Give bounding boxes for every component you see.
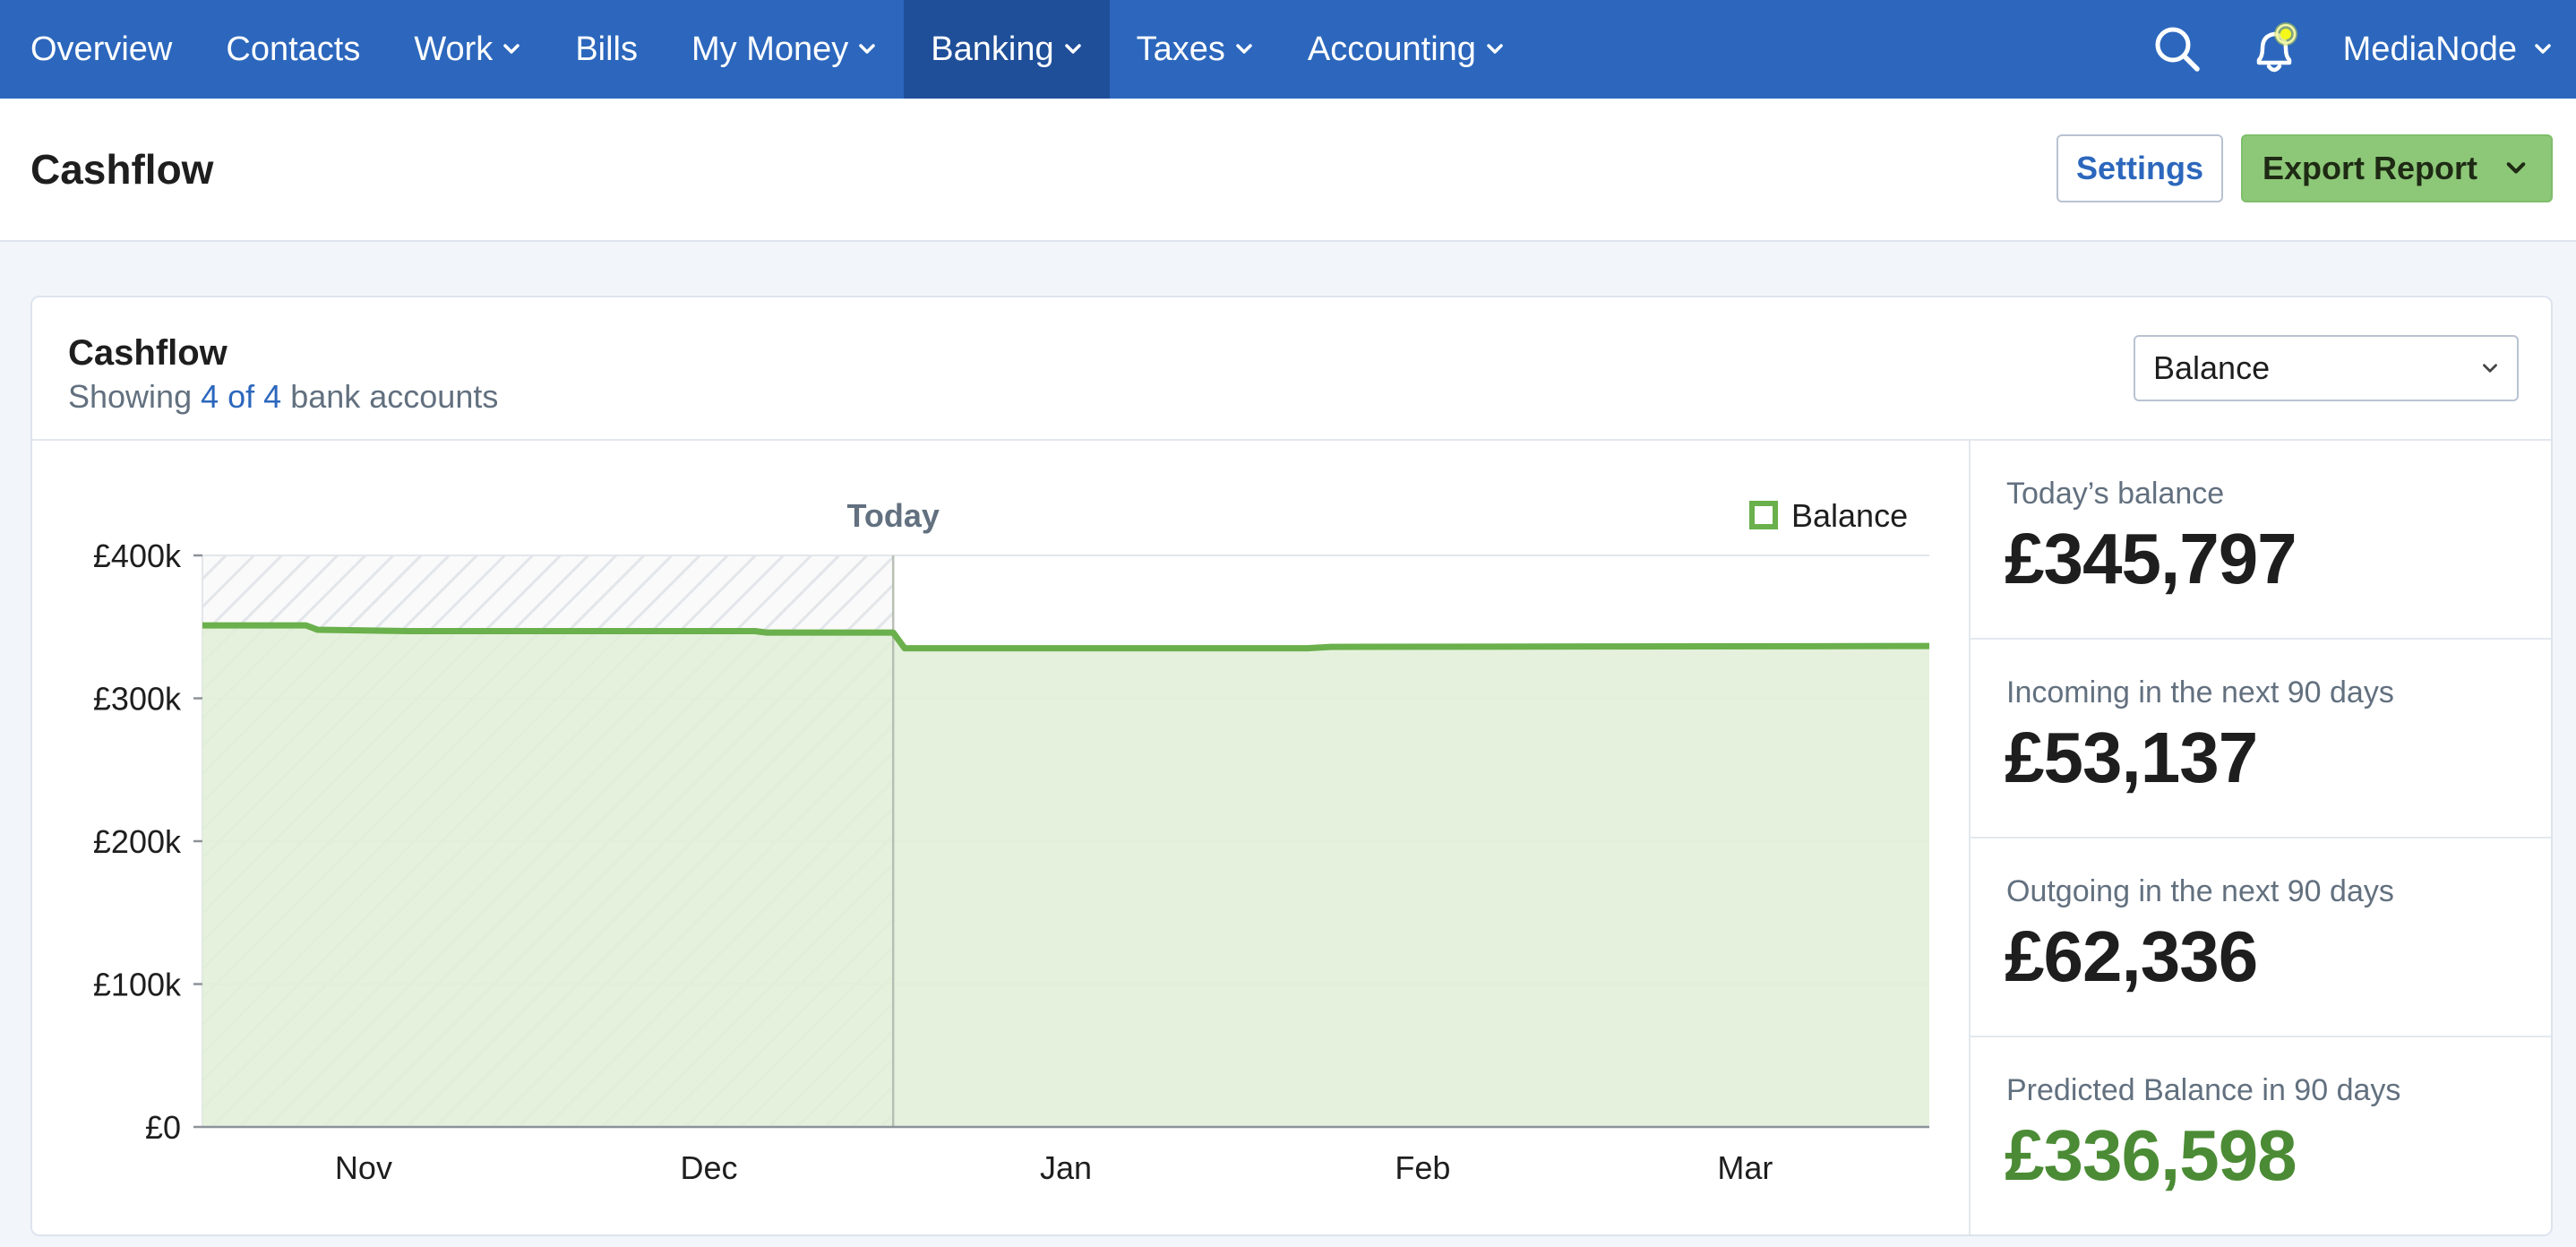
x-tick-label: Nov (335, 1149, 392, 1186)
nav-menu: Overview Contacts Work Bills My Money Banking… (0, 0, 1532, 99)
nav-item-my-money[interactable]: My Money (665, 0, 904, 99)
page-title: Cashflow (30, 146, 214, 193)
subtitle-suffix: bank accounts (281, 378, 499, 415)
chevron-down-icon (2535, 44, 2551, 54)
bell-icon (2256, 22, 2297, 73)
nav-item-overview[interactable]: Overview (4, 0, 199, 99)
nav-item-label: Work (414, 30, 494, 68)
x-tick-label: Mar (1717, 1149, 1773, 1186)
nav-item-label: Bills (575, 30, 638, 68)
chevron-down-icon (1064, 44, 1081, 54)
nav-item-taxes[interactable]: Taxes (1110, 0, 1281, 99)
stat-label: Incoming in the next 90 days (2006, 675, 2394, 710)
card-title: Cashflow (68, 333, 228, 373)
nav-item-label: Taxes (1136, 30, 1225, 68)
stat-card: Today’s balance £345,797 (1971, 441, 2551, 640)
stat-label: Outgoing in the next 90 days (2006, 874, 2394, 908)
chart-svg: Today £400k £300k £200k £100k £0 Nov Dec Jan Feb M… (93, 497, 1930, 1186)
stats-panel: Today’s balance £345,797 Incoming in the n… (1969, 441, 2551, 1234)
y-tick-label: £0 (145, 1109, 181, 1146)
nav-item-accounting[interactable]: Accounting (1281, 0, 1532, 99)
nav-item-contacts[interactable]: Contacts (199, 0, 387, 99)
search-icon (2155, 27, 2200, 72)
stat-label: Today’s balance (2006, 477, 2225, 511)
stat-value: £53,137 (2005, 718, 2258, 797)
nav-item-label: Accounting (1307, 30, 1476, 68)
nav-item-label: Contacts (226, 30, 361, 68)
cashflow-card: Cashflow Showing 4 of 4 bank accounts Ba… (30, 296, 2553, 1236)
y-tick-label: £400k (93, 538, 182, 574)
top-nav: Overview Contacts Work Bills My Money Banking… (0, 0, 2576, 99)
balance-line (202, 622, 1930, 652)
settings-button[interactable]: Settings (2057, 134, 2223, 202)
x-tick-label: Feb (1395, 1149, 1450, 1186)
nav-item-label: My Money (691, 30, 849, 68)
account-name: MediaNode (2342, 30, 2517, 68)
nav-item-work[interactable]: Work (387, 0, 548, 99)
y-tick-label: £200k (93, 823, 182, 860)
subtitle-prefix: Showing (68, 378, 202, 415)
nav-item-label: Banking (931, 30, 1054, 68)
stat-card: Predicted Balance in 90 days £336,598 (1971, 1037, 2551, 1234)
account-menu[interactable]: MediaNode (2325, 30, 2553, 69)
chevron-down-icon (2483, 364, 2497, 373)
stat-card: Outgoing in the next 90 days £62,336 (1971, 838, 2551, 1037)
search-button[interactable] (2128, 0, 2227, 99)
chevron-down-icon (503, 44, 520, 54)
page-header: Cashflow Settings Export Report (0, 99, 2576, 242)
bank-accounts-link[interactable]: 4 of 4 (201, 378, 282, 415)
card-header: Cashflow Showing 4 of 4 bank accounts Ba… (32, 297, 2551, 441)
chevron-down-icon (1236, 44, 1252, 54)
chart-mode-select[interactable]: Balance (2134, 335, 2519, 401)
today-label: Today (847, 497, 940, 534)
chevron-down-icon (859, 44, 876, 54)
stat-card: Incoming in the next 90 days £53,137 (1971, 640, 2551, 838)
x-tick-label: Jan (1040, 1149, 1092, 1186)
export-report-label: Export Report (2263, 150, 2478, 186)
legend-label: Balance (1791, 497, 1908, 534)
chart-mode-value: Balance (2153, 349, 2271, 386)
chevron-down-icon (2506, 162, 2526, 174)
y-tick-label: £100k (93, 967, 182, 1003)
nav-item-bills[interactable]: Bills (548, 0, 665, 99)
nav-item-banking[interactable]: Banking (904, 0, 1110, 99)
x-tick-label: Dec (681, 1149, 738, 1186)
cashflow-chart: Today £400k £300k £200k £100k £0 Nov Dec Jan Feb M… (32, 441, 1969, 1234)
y-tick-label: £300k (93, 681, 182, 718)
stat-label: Predicted Balance in 90 days (2006, 1073, 2401, 1107)
stat-value: £62,336 (2005, 916, 2258, 996)
notifications-button[interactable] (2227, 0, 2325, 99)
legend-swatch (1749, 501, 1778, 529)
stat-value: £336,598 (2005, 1115, 2297, 1195)
chevron-down-icon (1487, 44, 1503, 54)
card-subtitle: Showing 4 of 4 bank accounts (68, 378, 498, 416)
balance-area (202, 625, 1929, 1127)
export-report-button[interactable]: Export Report (2241, 134, 2553, 202)
stat-value: £345,797 (2005, 519, 2297, 598)
nav-right: MediaNode (2128, 0, 2576, 99)
nav-item-label: Overview (30, 30, 173, 68)
